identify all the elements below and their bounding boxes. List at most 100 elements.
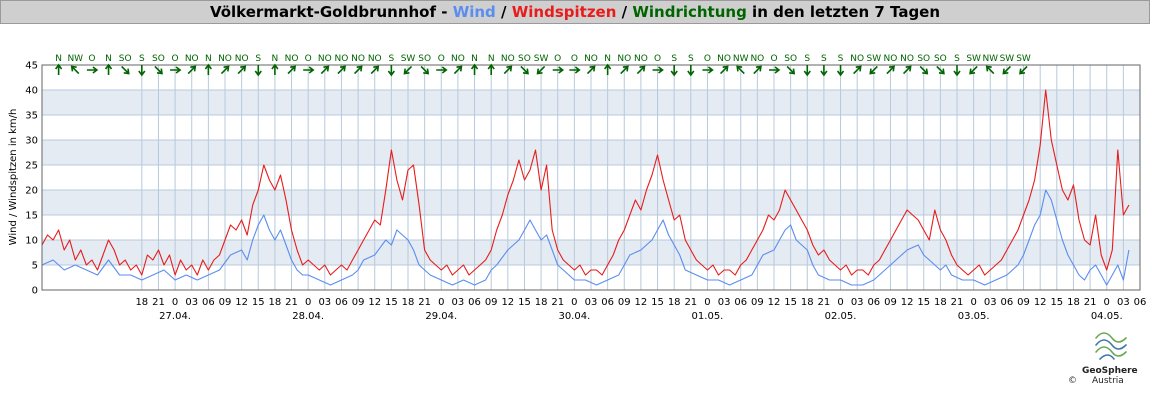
arrow-shape [719, 65, 729, 75]
x-tick-label-24: 18 [535, 297, 548, 308]
arrow-shape [869, 65, 878, 75]
direction-arrow-icon-39 [702, 66, 714, 74]
chart-title: Völkermarkt-Goldbrunnhof - Wind / Windsp… [0, 0, 1150, 24]
x-tick-label-4: 06 [202, 297, 215, 308]
x-tick-label-57: 21 [1084, 297, 1097, 308]
series-line-windspitzen [41, 89, 1130, 276]
direction-arrow-icon-51 [902, 65, 912, 75]
direction-arrow-icon-46 [820, 65, 828, 77]
direction-arrow-icon-0 [54, 63, 63, 75]
direction-arrow-icon-3 [104, 63, 113, 75]
direction-label-0: N [55, 54, 62, 64]
arrow-shape [254, 65, 262, 77]
x-tick-label-21: 09 [485, 297, 498, 308]
plot-frame [41, 64, 1141, 291]
direction-label-19: NO [368, 54, 382, 64]
x-tick-label-34: 0 [704, 297, 710, 308]
x-tick-label-40: 18 [801, 297, 814, 308]
x-tick-label-43: 03 [851, 297, 864, 308]
direction-arrow-icon-24 [453, 65, 463, 75]
x-tick-label-60: 06 [1134, 297, 1147, 308]
arrow-shape [287, 65, 297, 75]
arrow-shape [271, 63, 279, 75]
direction-arrow-icon-49 [869, 65, 878, 75]
direction-label-15: O [305, 54, 312, 64]
direction-arrow-icon-29 [536, 65, 546, 75]
x-tick-label-27: 03 [585, 297, 598, 308]
direction-label-27: NO [501, 54, 515, 64]
direction-label-52: SO [917, 54, 930, 64]
x-tick-label-38: 12 [768, 297, 781, 308]
direction-label-9: N [205, 54, 212, 64]
x-tick-label-26: 0 [571, 297, 577, 308]
direction-arrow-icon-50 [886, 65, 895, 75]
arrow-shape [753, 65, 762, 75]
arrow-shape [936, 65, 945, 75]
arrow-shape [636, 65, 646, 75]
arrow-shape [620, 65, 629, 75]
direction-arrow-icon-30 [552, 66, 565, 74]
y-tick-label-20: 20 [25, 186, 38, 197]
x-tick-label-25: 21 [551, 297, 564, 308]
direction-arrow-icon-4 [121, 65, 130, 75]
arrow-shape [670, 65, 678, 77]
y-tick-label-0: 0 [32, 286, 38, 297]
direction-arrow-icon-27 [503, 65, 513, 75]
arrow-shape [237, 65, 247, 75]
direction-label-8: NO [185, 54, 199, 64]
arrow-shape [985, 65, 995, 75]
direction-arrow-icon-47 [836, 65, 845, 77]
x-tick-label-3: 03 [185, 297, 198, 308]
direction-label-37: S [671, 54, 677, 64]
arrow-shape [603, 63, 612, 75]
title-sep1: - [436, 3, 453, 21]
y-tick-label-40: 40 [25, 86, 38, 97]
series-line-wind [41, 189, 1130, 286]
x-tick-label-10: 0 [305, 297, 311, 308]
x-tick-label-46: 12 [901, 297, 914, 308]
direction-label-36: O [654, 54, 661, 64]
x-tick-label-6: 12 [235, 297, 248, 308]
direction-label-25: N [471, 54, 478, 64]
title-direction: Windrichtung [632, 3, 747, 21]
x-tick-label-44: 06 [867, 297, 880, 308]
date-label-6: 03.05. [958, 311, 990, 322]
direction-arrow-icon-10 [220, 65, 230, 75]
direction-label-22: SO [418, 54, 431, 64]
direction-arrow-icon-5 [138, 65, 146, 77]
x-tick-label-16: 18 [402, 297, 415, 308]
direction-arrow-icon-53 [936, 65, 945, 75]
direction-arrow-icon-57 [1002, 65, 1012, 75]
x-tick-label-51: 03 [984, 297, 997, 308]
geosphere-logo: GeoSphere © Austria [1068, 332, 1138, 386]
x-tick-label-2: 0 [172, 297, 178, 308]
x-tick-label-47: 15 [917, 297, 930, 308]
x-tick-label-56: 18 [1067, 297, 1080, 308]
direction-arrow-icon-7 [170, 66, 182, 74]
direction-label-38: S [688, 54, 694, 64]
direction-arrow-icon-33 [603, 63, 612, 75]
direction-arrow-icon-2 [86, 66, 99, 74]
direction-label-2: O [88, 54, 95, 64]
x-tick-label-36: 06 [734, 297, 747, 308]
direction-arrow-icon-8 [187, 65, 197, 75]
direction-label-46: S [821, 54, 827, 64]
y-tick-label-30: 30 [25, 136, 38, 147]
direction-label-28: SO [518, 54, 531, 64]
direction-label-51: NO [900, 54, 914, 64]
x-tick-label-23: 15 [518, 297, 531, 308]
direction-label-41: NW [733, 54, 749, 64]
arrow-shape [121, 65, 130, 75]
title-suffix: in den letzten 7 Tagen [746, 3, 941, 21]
arrow-shape [586, 65, 596, 75]
direction-arrow-icon-48 [853, 65, 862, 75]
x-tick-label-19: 03 [452, 297, 465, 308]
direction-label-1: NW [67, 54, 83, 64]
direction-arrow-icon-14 [287, 65, 297, 75]
direction-label-56: NW [982, 54, 998, 64]
x-tick-label-33: 21 [684, 297, 697, 308]
direction-arrow-icon-55 [969, 65, 978, 75]
title-sep3: / [616, 3, 633, 21]
arrow-shape [220, 65, 230, 75]
